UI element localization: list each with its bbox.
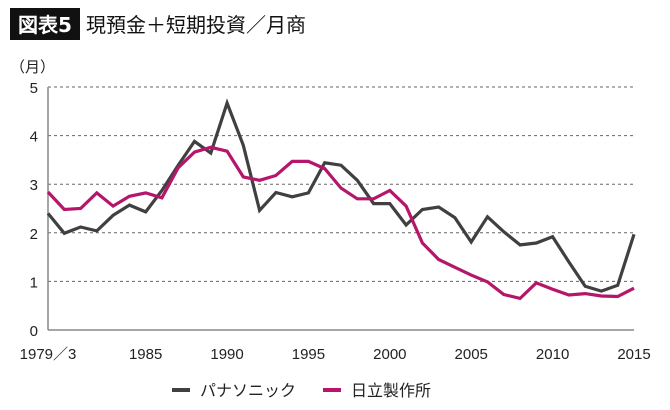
x-tick-label: 2010 — [536, 346, 569, 363]
x-tick-label: 1990 — [210, 346, 243, 363]
y-tick-label: 2 — [30, 226, 38, 243]
legend-label: 日立製作所 — [351, 381, 431, 400]
series-line-hitachi — [46, 145, 635, 301]
figure-badge-box — [10, 8, 80, 40]
x-tick-label: 1995 — [292, 346, 325, 363]
x-tick-label: 2015 — [617, 346, 650, 363]
y-tick-label: 0 — [30, 323, 38, 340]
series-line-panasonic — [46, 98, 636, 293]
y-tick-label: 4 — [30, 129, 38, 146]
figure-badge: 図表5 — [18, 13, 72, 37]
x-tick-label: 2005 — [455, 346, 488, 363]
y-tick-label: 3 — [30, 177, 38, 194]
x-tick-label: 1985 — [129, 346, 162, 363]
legend-label: パナソニック — [200, 381, 296, 400]
x-tick-label: 2000 — [373, 346, 406, 363]
chart-title: 現預金＋短期投資／月商 — [86, 13, 306, 37]
y-tick-label: 1 — [30, 274, 38, 291]
y-tick-label: 5 — [30, 80, 38, 97]
x-tick-label: 1979／3 — [20, 346, 77, 363]
y-axis-unit-label: （月） — [10, 59, 55, 76]
